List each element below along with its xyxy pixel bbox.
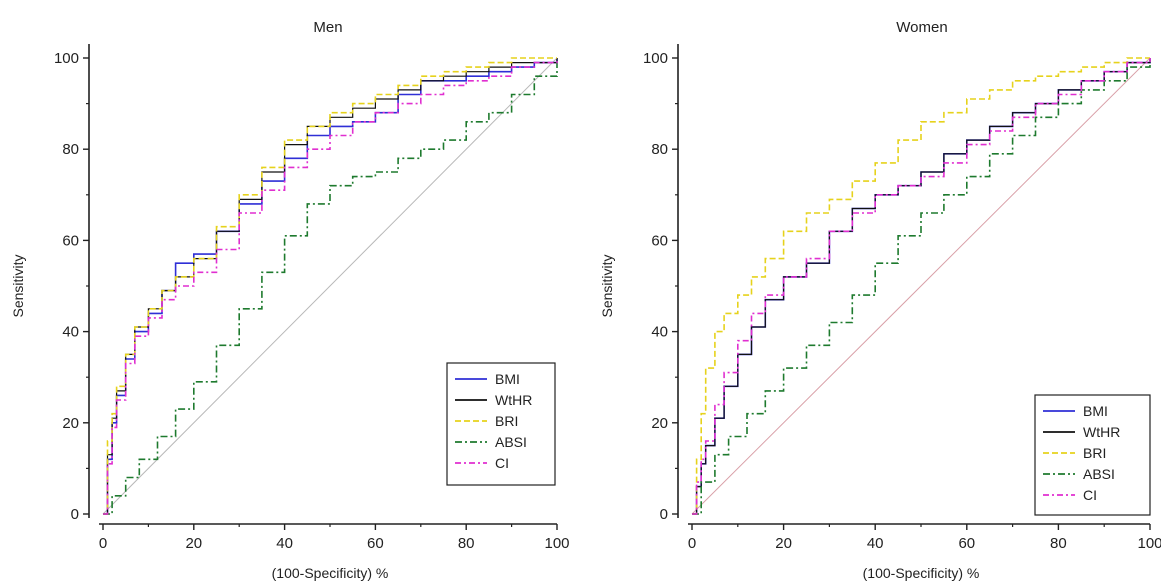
legend-box xyxy=(446,362,556,486)
legend: BMI WtHR BRI ABSI CI xyxy=(1034,394,1151,516)
x-tick-label: 20 xyxy=(775,535,792,552)
legend: BMI WtHR BRI ABSI CI xyxy=(446,362,556,486)
y-tick-label: 60 xyxy=(62,232,79,249)
reference-diagonal xyxy=(691,57,1151,515)
x-tick-label: 60 xyxy=(958,535,975,552)
chart-panel-1: Men 0 20 40 60 80 100 0 20 40 60 80 100 (100-Specific… xyxy=(10,19,570,581)
x-tick-label: 0 xyxy=(99,535,107,552)
legend-label-bri: BRI xyxy=(1083,445,1106,461)
y-tick-label: 60 xyxy=(651,232,668,249)
y-axis-label: Sensitivity xyxy=(10,254,26,317)
legend-label-wthr: WtHR xyxy=(1083,424,1120,440)
x-tick-label: 60 xyxy=(367,535,384,552)
legend-label-absi: ABSI xyxy=(1083,466,1115,482)
y-tick-label: 80 xyxy=(62,141,79,158)
chart-panel-2: Women 0 20 40 60 80 100 0 20 40 60 80 100 (100-Specif… xyxy=(599,19,1161,581)
legend-label-wthr: WtHR xyxy=(495,392,532,408)
legend-box xyxy=(1034,394,1151,516)
legend-label-bri: BRI xyxy=(495,413,518,429)
series-line-bmi xyxy=(103,58,558,515)
x-tick-label: 80 xyxy=(1050,535,1067,552)
y-tick-label: 40 xyxy=(62,324,79,341)
x-tick-label: 20 xyxy=(185,535,202,552)
x-axis-label: (100-Specificity) % xyxy=(863,565,980,581)
x-axis-label: (100-Specificity) % xyxy=(272,565,389,581)
series-line-ci xyxy=(692,58,1151,515)
chart-title: Men xyxy=(313,19,342,36)
y-tick-label: 80 xyxy=(651,141,668,158)
legend-label-absi: ABSI xyxy=(495,434,527,450)
x-tick-label: 40 xyxy=(276,535,293,552)
series-line-absi xyxy=(103,58,558,515)
y-tick-label: 0 xyxy=(660,506,668,523)
series-line-bri xyxy=(692,57,1150,515)
y-tick-label: 20 xyxy=(651,415,668,432)
reference-diagonal xyxy=(102,57,558,515)
x-tick-label: 40 xyxy=(867,535,884,552)
x-tick-label: 80 xyxy=(458,535,475,552)
x-tick-label: 100 xyxy=(544,535,569,552)
series-line-absi xyxy=(692,58,1151,515)
series-line-bri xyxy=(103,57,557,515)
y-tick-label: 100 xyxy=(643,50,668,67)
y-tick-label: 20 xyxy=(62,415,79,432)
y-tick-label: 40 xyxy=(651,324,668,341)
x-tick-label: 100 xyxy=(1137,535,1161,552)
legend-label-bmi: BMI xyxy=(1083,403,1108,419)
y-tick-label: 100 xyxy=(54,50,79,67)
y-tick-label: 0 xyxy=(71,506,79,523)
series-line-ci xyxy=(103,58,558,515)
x-tick-label: 0 xyxy=(688,535,696,552)
legend-label-ci: CI xyxy=(1083,487,1097,503)
legend-label-bmi: BMI xyxy=(495,371,520,387)
chart-title: Women xyxy=(896,19,947,36)
legend-label-ci: CI xyxy=(495,455,509,471)
y-axis-label: Sensitivity xyxy=(599,254,615,317)
